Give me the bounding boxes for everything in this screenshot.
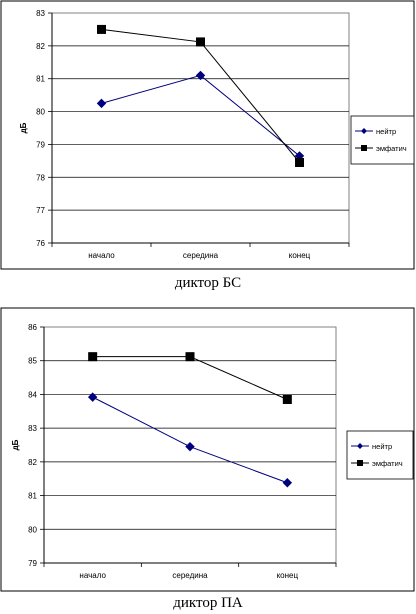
y-tick-label: 80	[28, 525, 37, 534]
legend-label: эмфатич	[376, 144, 407, 153]
y-tick-label: 86	[28, 323, 37, 332]
chart-speaker-bs: 76 77 78 79 80 81 82 83 начало середина конец дБ ней…	[0, 0, 416, 270]
data-point-neutral	[195, 70, 206, 81]
y-tick-label: 82	[28, 458, 37, 467]
x-tick-label: середина	[183, 251, 219, 260]
y-tick-label: 83	[36, 9, 45, 18]
data-point-emphatic	[295, 158, 304, 167]
chart-caption-pa: диктор ПА	[173, 595, 243, 611]
y-tick-label: 79	[28, 559, 37, 568]
data-point-neutral	[87, 392, 98, 402]
x-tick-label: начало	[88, 251, 115, 260]
x-tick-label: конец	[277, 571, 299, 580]
x-tick-label: начало	[79, 571, 106, 580]
data-point-neutral	[96, 98, 107, 109]
data-point-emphatic	[97, 24, 106, 34]
chart-speaker-pa: 79 80 81 82 83 84 85 86 начало середина конец дБ ней…	[0, 307, 416, 592]
y-tick-label: 77	[36, 206, 45, 215]
y-tick-label: 81	[28, 492, 37, 501]
y-axis-title: дБ	[11, 439, 20, 450]
data-point-emphatic	[88, 352, 98, 362]
y-tick-label: 80	[36, 108, 45, 117]
legend-label: нейтр	[372, 442, 392, 451]
legend-label: нейтр	[376, 127, 396, 136]
y-axis-title: дБ	[19, 122, 28, 133]
y-tick-label: 84	[28, 390, 37, 399]
y-tick-label: 82	[36, 42, 45, 51]
data-point-emphatic	[196, 37, 205, 47]
data-point-emphatic	[282, 394, 292, 404]
legend-marker-diamond	[357, 443, 363, 449]
data-point-emphatic	[185, 352, 195, 362]
y-tick-label: 81	[36, 75, 45, 84]
legend-box	[346, 430, 414, 480]
y-tick-label: 83	[28, 424, 37, 433]
legend-marker-diamond	[361, 128, 367, 134]
chart-svg-bs: 76 77 78 79 80 81 82 83 начало середина конец дБ ней…	[0, 0, 415, 270]
plot-area	[51, 12, 350, 244]
x-tick-label: конец	[289, 251, 311, 260]
legend-box	[350, 115, 415, 165]
y-tick-label: 85	[28, 357, 37, 366]
legend-marker-square	[357, 460, 363, 466]
legend-label: эмфатич	[372, 459, 403, 468]
y-tick-label: 76	[36, 239, 45, 248]
x-tick-label: середина	[172, 571, 208, 580]
y-tick-label: 79	[36, 140, 45, 149]
data-point-neutral	[185, 441, 195, 452]
y-tick-label: 78	[36, 173, 45, 182]
chart-svg-pa: 79 80 81 82 83 84 85 86 начало середина конец дБ ней…	[0, 307, 415, 592]
data-point-neutral	[282, 478, 293, 488]
legend-marker-square	[361, 145, 367, 151]
chart-caption-bs: диктор БС	[174, 275, 242, 291]
